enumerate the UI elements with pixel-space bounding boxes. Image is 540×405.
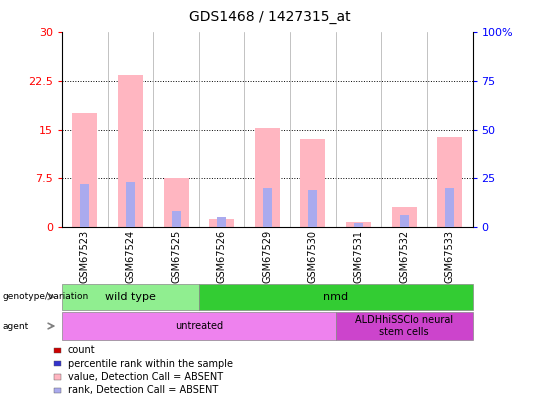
Bar [309, 190, 317, 227]
Bar [80, 184, 90, 227]
Bar [172, 225, 180, 227]
Bar [445, 188, 454, 227]
Bar [209, 219, 234, 227]
Bar [308, 190, 318, 227]
Bar [72, 113, 97, 227]
Bar [437, 137, 462, 227]
Bar [400, 215, 409, 227]
Text: wild type: wild type [105, 292, 156, 302]
Bar [81, 225, 89, 227]
Bar [255, 128, 280, 227]
Bar [446, 188, 454, 227]
Bar [346, 222, 371, 227]
Bar [126, 182, 135, 227]
Bar [446, 225, 454, 227]
Bar [164, 178, 188, 227]
Bar [354, 223, 362, 227]
Bar [218, 217, 226, 227]
Text: nmd: nmd [323, 292, 348, 302]
Bar [263, 225, 272, 227]
Text: count: count [68, 345, 95, 355]
Bar [118, 75, 143, 227]
Bar [217, 217, 226, 227]
Bar [126, 182, 134, 227]
Bar [354, 223, 363, 227]
Text: untreated: untreated [175, 321, 223, 331]
Text: value, Detection Call = ABSENT: value, Detection Call = ABSENT [68, 372, 222, 382]
Bar [400, 215, 408, 227]
Bar [126, 225, 134, 227]
Bar [354, 225, 362, 227]
Bar [81, 184, 89, 227]
Text: rank, Detection Call = ABSENT: rank, Detection Call = ABSENT [68, 386, 218, 395]
Bar [300, 139, 326, 227]
Bar [218, 225, 226, 227]
Text: ALDHhiSSClo neural
stem cells: ALDHhiSSClo neural stem cells [355, 315, 453, 337]
Bar [400, 225, 408, 227]
Bar [309, 225, 317, 227]
Bar [263, 188, 272, 227]
Text: genotype/variation: genotype/variation [3, 292, 89, 301]
Text: GDS1468 / 1427315_at: GDS1468 / 1427315_at [189, 10, 351, 24]
Bar [172, 211, 180, 227]
Bar [172, 211, 181, 227]
Text: percentile rank within the sample: percentile rank within the sample [68, 359, 233, 369]
Text: agent: agent [3, 322, 29, 330]
Bar [392, 207, 417, 227]
Bar [263, 188, 272, 227]
